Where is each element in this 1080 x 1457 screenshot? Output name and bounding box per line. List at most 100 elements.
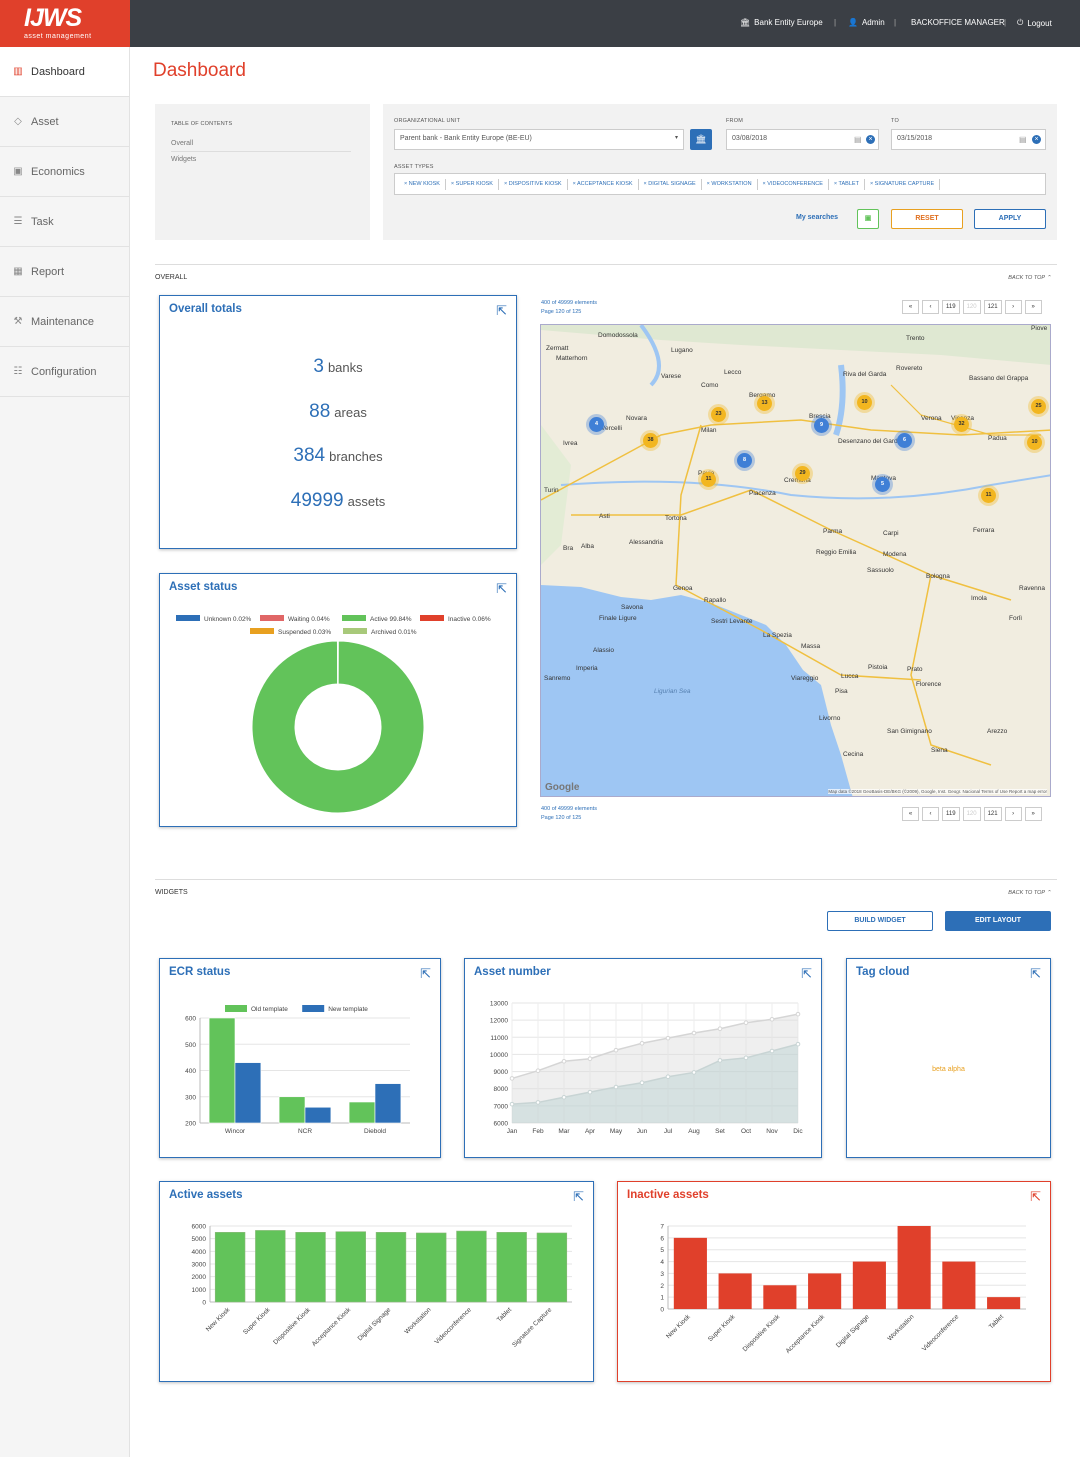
user-menu[interactable]: 👤 Admin bbox=[848, 18, 885, 27]
map-cluster-marker[interactable]: 23 bbox=[711, 407, 726, 422]
bank-picker-button[interactable]: 🏛 bbox=[690, 129, 712, 150]
x-tick-label: Workstation bbox=[404, 1306, 433, 1335]
data-point bbox=[587, 1089, 593, 1095]
from-date-input[interactable]: 03/08/2018 bbox=[726, 129, 879, 150]
city-label-forl: Forlì bbox=[1009, 615, 1022, 622]
map-cluster-marker[interactable]: 13 bbox=[757, 396, 772, 411]
asset-type-chip-signature-capture[interactable]: × SIGNATURE CAPTURE bbox=[865, 178, 941, 190]
my-searches-link[interactable]: My searches bbox=[796, 214, 839, 221]
clear-icon[interactable]: × bbox=[1032, 135, 1041, 144]
city-label-ferrara: Ferrara bbox=[973, 527, 995, 534]
asset-type-chip-acceptance-kiosk[interactable]: × ACCEPTANCE KIOSK bbox=[568, 178, 639, 190]
city-label-piacenza: Piacenza bbox=[749, 490, 776, 497]
logo[interactable]: IJWS asset management bbox=[0, 0, 130, 47]
asset-type-chip-super-kiosk[interactable]: × SUPER KIOSK bbox=[446, 178, 499, 190]
external-link-icon[interactable]: ⇱ bbox=[420, 966, 431, 981]
data-point bbox=[509, 1101, 515, 1107]
map-cluster-marker[interactable]: 11 bbox=[981, 488, 996, 503]
back-to-top-link[interactable]: BACK TO TOP ⌃ bbox=[1008, 890, 1051, 896]
save-search-button[interactable]: ▣ bbox=[857, 209, 879, 229]
edit-layout-button[interactable]: EDIT LAYOUT bbox=[945, 911, 1051, 931]
org-unit-select[interactable]: Parent bank - Bank Entity Europe (BE-EU)… bbox=[394, 129, 684, 150]
clear-icon[interactable]: × bbox=[866, 135, 875, 144]
asset-type-chip-new-kiosk[interactable]: × NEW KIOSK bbox=[399, 178, 446, 190]
asset-type-chip-digital-signage[interactable]: × DIGITAL SIGNAGE bbox=[639, 178, 702, 190]
calendar-icon[interactable]: ▤ bbox=[1019, 135, 1027, 144]
tag-cloud-text[interactable]: beta alpha bbox=[932, 1066, 965, 1073]
first-page-button[interactable]: « bbox=[902, 807, 919, 821]
sidebar-item-economics[interactable]: ▣ Economics bbox=[0, 147, 129, 197]
inactive-assets-chart: 0 1 2 3 4 5 6 7 New Kiosk Super Kiosk Dispositive … bbox=[660, 1224, 1026, 1355]
external-link-icon[interactable]: ⇱ bbox=[1030, 1189, 1041, 1204]
map-cluster-marker[interactable]: 29 bbox=[795, 466, 810, 481]
reset-button[interactable]: RESET bbox=[891, 209, 963, 229]
map-cluster-marker[interactable]: 10 bbox=[1027, 435, 1042, 450]
top-bar: 🏛 Bank Entity Europe | 👤 Admin | BACKOFFIC… bbox=[130, 0, 1080, 47]
sidebar-item-dashboard[interactable]: ▥ Dashboard bbox=[0, 47, 129, 97]
asset-number-chart: 6000 7000 8000 9000 10000 11000 12000 13000 Jan F… bbox=[490, 1001, 804, 1136]
map-cluster-marker[interactable]: 8 bbox=[737, 453, 752, 468]
sidebar-item-maintenance[interactable]: ⚒ Maintenance bbox=[0, 297, 129, 347]
legend-label: Old template bbox=[251, 1006, 288, 1013]
next-page-button[interactable]: › bbox=[1004, 300, 1022, 314]
last-page-button[interactable]: » bbox=[1024, 807, 1042, 821]
page-121-button[interactable]: 121 bbox=[983, 807, 1002, 821]
external-link-icon[interactable]: ⇱ bbox=[496, 303, 507, 318]
city-label-riva-del-garda: Riva del Garda bbox=[843, 371, 887, 378]
map-cluster-marker[interactable]: 32 bbox=[954, 417, 969, 432]
first-page-button[interactable]: « bbox=[902, 300, 919, 314]
asset-map[interactable]: Domodossola Lugano Zermatt Matterhorn Varese… bbox=[540, 324, 1051, 797]
sidebar-item-report[interactable]: ▦ Report bbox=[0, 247, 129, 297]
prev-page-button[interactable]: ‹ bbox=[922, 807, 939, 821]
bar-tablet bbox=[496, 1232, 527, 1303]
to-date-input[interactable]: 03/15/2018 bbox=[891, 129, 1046, 150]
bar-new-kiosk bbox=[214, 1232, 246, 1303]
logout-button[interactable]: ⏻ Logout bbox=[1017, 18, 1052, 28]
bar-ncr-old-template bbox=[278, 1096, 306, 1124]
prev-page-button[interactable]: ‹ bbox=[922, 300, 939, 314]
y-tick-label: 4 bbox=[660, 1259, 664, 1266]
city-label-alessandria: Alessandria bbox=[629, 539, 663, 546]
bar-dispositive-kiosk bbox=[295, 1232, 326, 1303]
entity-switcher[interactable]: 🏛 Bank Entity Europe bbox=[740, 18, 823, 27]
sidebar-item-configuration[interactable]: ☷ Configuration bbox=[0, 347, 129, 397]
sidebar-item-task[interactable]: ☰ Task bbox=[0, 197, 129, 247]
y-tick-label: 10000 bbox=[490, 1052, 508, 1059]
asset-type-chip-workstation[interactable]: × WORKSTATION bbox=[702, 178, 758, 190]
ecr-status-chart: 200 300 400 500 600 Wincor NCR Diebold Old templ… bbox=[185, 1005, 410, 1135]
sidebar-item-asset[interactable]: ◇ Asset bbox=[0, 97, 129, 147]
map-cluster-marker[interactable]: 11 bbox=[701, 472, 716, 487]
map-cluster-marker[interactable]: 5 bbox=[875, 477, 890, 492]
x-tick-label: Diebold bbox=[364, 1128, 386, 1135]
external-link-icon[interactable]: ⇱ bbox=[496, 581, 507, 596]
map-cluster-marker[interactable]: 9 bbox=[814, 418, 829, 433]
map-cluster-marker[interactable]: 10 bbox=[857, 395, 872, 410]
external-link-icon[interactable]: ⇱ bbox=[573, 1189, 584, 1204]
toc-item-widgets[interactable]: Widgets bbox=[171, 156, 197, 163]
map-cluster-marker[interactable]: 4 bbox=[589, 417, 604, 432]
toc-item-overall[interactable]: Overall bbox=[171, 136, 351, 152]
back-to-top-link[interactable]: BACK TO TOP ⌃ bbox=[1008, 275, 1051, 281]
page-119-button[interactable]: 119 bbox=[942, 300, 960, 314]
data-point bbox=[795, 1011, 801, 1017]
asset-type-chip-tablet[interactable]: × TABLET bbox=[829, 178, 865, 190]
calendar-icon[interactable]: ▤ bbox=[854, 135, 862, 144]
page-121-button[interactable]: 121 bbox=[983, 300, 1002, 314]
external-link-icon[interactable]: ⇱ bbox=[801, 966, 812, 981]
y-tick-label: 3000 bbox=[192, 1262, 207, 1269]
apply-button[interactable]: APPLY bbox=[974, 209, 1046, 229]
build-widget-button[interactable]: BUILD WIDGET bbox=[827, 911, 933, 931]
logout-icon: ⏻ bbox=[1017, 18, 1024, 27]
page-119-button[interactable]: 119 bbox=[942, 807, 960, 821]
asset-types-input[interactable]: × NEW KIOSK × SUPER KIOSK × DISPOSITIVE KI… bbox=[394, 173, 1046, 195]
asset-type-chip-videoconference[interactable]: × VIDEOCONFERENCE bbox=[758, 178, 829, 190]
next-page-button[interactable]: › bbox=[1004, 807, 1022, 821]
role-label[interactable]: BACKOFFICE MANAGER bbox=[911, 18, 1005, 27]
map-cluster-marker[interactable]: 6 bbox=[897, 433, 912, 448]
map-cluster-marker[interactable]: 25 bbox=[1031, 399, 1046, 414]
asset-type-chip-dispositive-kiosk[interactable]: × DISPOSITIVE KIOSK bbox=[499, 178, 568, 190]
last-page-button[interactable]: » bbox=[1024, 300, 1042, 314]
external-link-icon[interactable]: ⇱ bbox=[1030, 966, 1041, 981]
map-elements-info: 400 of 49999 elements Page 120 of 125 bbox=[541, 806, 597, 821]
map-cluster-marker[interactable]: 38 bbox=[643, 433, 658, 448]
